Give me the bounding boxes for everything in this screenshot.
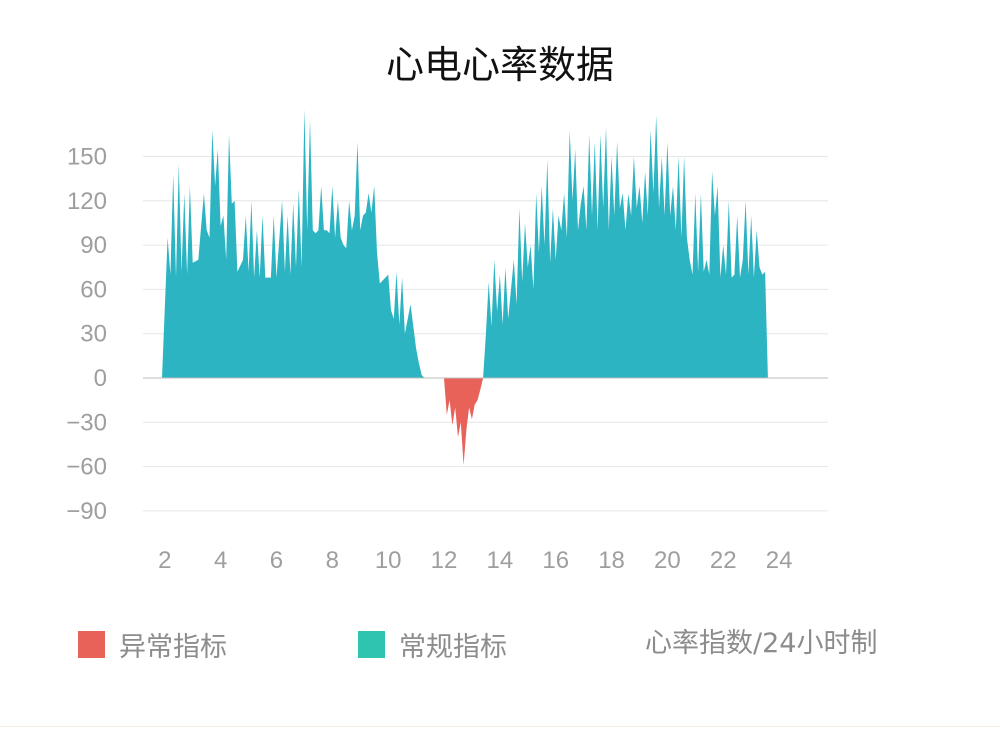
y-tick-label: 0: [94, 365, 107, 392]
y-tick-label: −90: [66, 498, 107, 525]
x-tick-label: 6: [270, 547, 283, 574]
area-series: [162, 109, 807, 466]
x-tick-label: 24: [766, 547, 793, 574]
legend: 异常指标 常规指标 心率指数/24小时制: [0, 624, 1000, 664]
y-tick-label: −60: [66, 454, 107, 481]
x-tick-label: 18: [598, 547, 625, 574]
series-area-abnormal: [444, 378, 484, 466]
x-tick-label: 10: [375, 547, 402, 574]
x-tick-label: 16: [542, 547, 569, 574]
x-tick-label: 14: [487, 547, 514, 574]
chart-title: 心电心率数据: [385, 43, 614, 87]
legend-label-normal: 常规指标: [399, 631, 507, 663]
x-tick-label: 12: [431, 547, 458, 574]
x-tick-label: 2: [158, 547, 171, 574]
legend-item-normal[interactable]: 常规指标: [358, 624, 507, 664]
series-area-normal: [483, 115, 807, 378]
bottom-divider: [0, 726, 1000, 727]
y-tick-label: 90: [80, 232, 107, 259]
legend-item-abnormal[interactable]: 异常指标: [78, 624, 227, 664]
y-tick-label: 120: [67, 188, 107, 215]
y-tick-label: 60: [80, 276, 107, 303]
legend-label-abnormal: 异常指标: [119, 631, 227, 663]
x-tick-label: 20: [654, 547, 681, 574]
x-axis-ticks: 2 4 6 8 10 12 14 16 18 20 22 24: [158, 547, 792, 574]
x-tick-label: 8: [326, 547, 339, 574]
series-area-normal: [162, 109, 444, 378]
y-tick-label: −30: [66, 409, 107, 436]
x-tick-label: 4: [214, 547, 227, 574]
y-tick-label: 150: [67, 144, 107, 171]
y-axis-ticks: 150 120 90 60 30 0 −30 −60 −90: [66, 144, 107, 525]
legend-swatch-abnormal: [78, 630, 105, 658]
y-tick-label: 30: [80, 321, 107, 348]
legend-swatch-normal: [358, 630, 385, 658]
x-tick-label: 22: [710, 547, 737, 574]
legend-unit-note: 心率指数/24小时制: [645, 628, 878, 659]
